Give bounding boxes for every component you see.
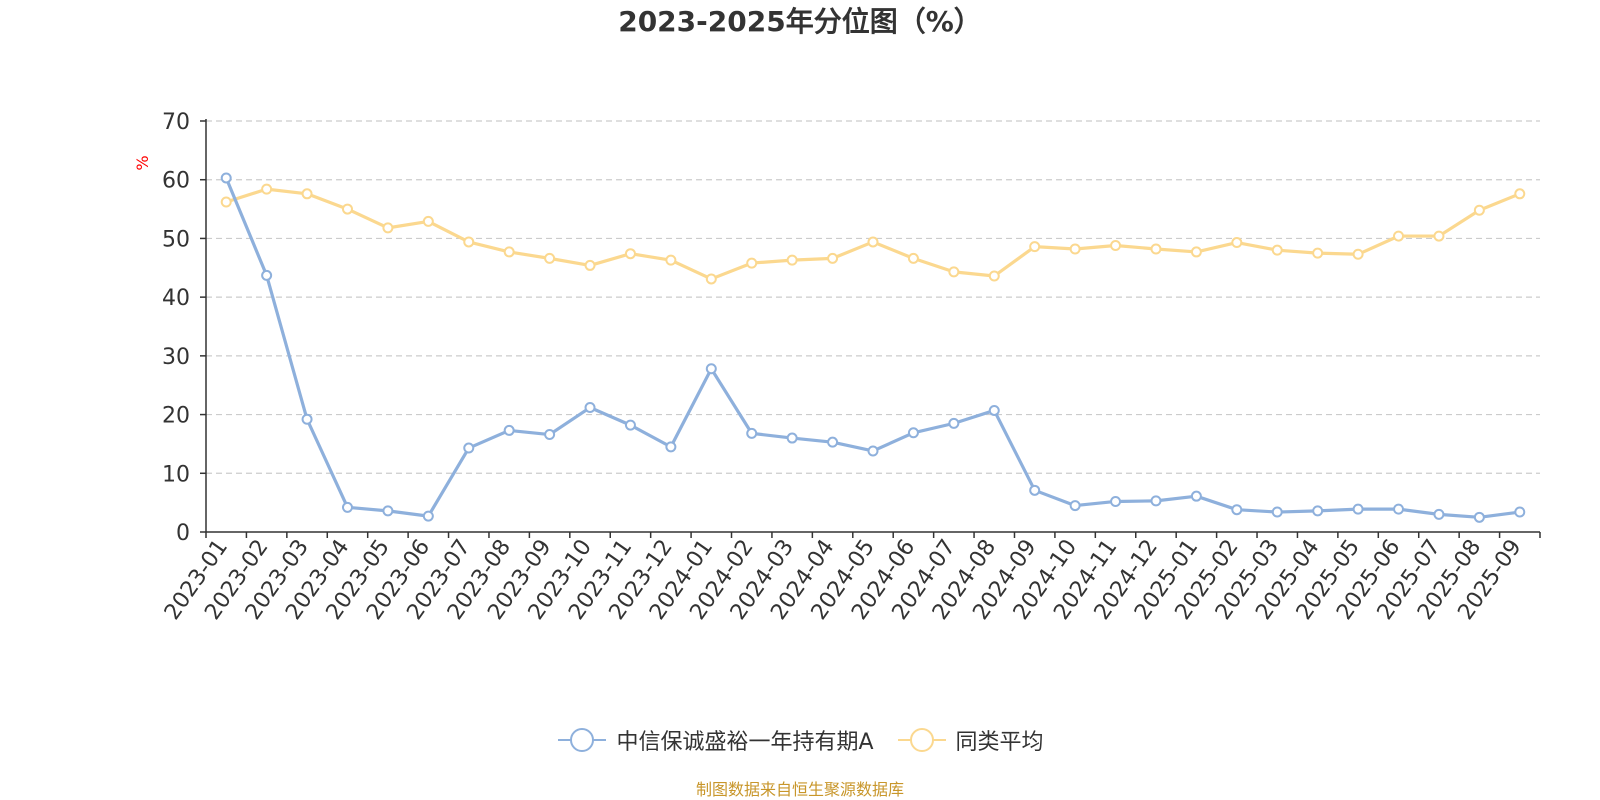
data-point-fund: [463, 442, 475, 454]
data-point-fund: [261, 269, 273, 281]
data-point-fund: [867, 445, 879, 457]
legend-item-fund[interactable]: 中信保诚盛裕一年持有期A: [556, 724, 874, 756]
data-point-peer-average: [220, 196, 232, 208]
data-point-peer-average: [746, 257, 758, 269]
data-point-peer-average: [1352, 248, 1364, 260]
data-point-fund: [1029, 484, 1041, 496]
grid-layer: [206, 120, 1540, 474]
legend-swatch-fund-icon: [558, 728, 607, 752]
data-point-fund: [1069, 500, 1081, 512]
y-tick-label: 30: [162, 345, 190, 370]
data-point-fund: [1231, 504, 1243, 516]
axis-layer: [200, 119, 1541, 538]
data-point-peer-average: [1150, 243, 1162, 255]
y-tick-label: 60: [162, 169, 190, 194]
legend-item-peer-average[interactable]: 同类平均: [896, 724, 1044, 756]
data-point-peer-average: [422, 215, 434, 227]
series-layer: [220, 172, 1526, 523]
data-point-peer-average: [1393, 230, 1405, 242]
data-point-fund: [624, 419, 636, 431]
legend: 中信保诚盛裕一年持有期A 同类平均: [0, 722, 1600, 758]
data-point-fund: [1190, 490, 1202, 502]
data-point-peer-average: [1231, 237, 1243, 249]
data-point-fund: [948, 417, 960, 429]
data-point-peer-average: [301, 188, 313, 200]
data-point-fund: [786, 432, 798, 444]
data-point-fund: [1393, 503, 1405, 515]
data-point-peer-average: [382, 222, 394, 234]
data-point-peer-average: [988, 270, 1000, 282]
data-point-fund: [382, 505, 394, 517]
y-tick-label: 50: [162, 227, 190, 252]
data-point-peer-average: [463, 236, 475, 248]
data-point-peer-average: [544, 252, 556, 264]
data-point-peer-average: [1069, 243, 1081, 255]
data-point-fund: [301, 413, 313, 425]
data-point-peer-average: [705, 273, 717, 285]
data-point-peer-average: [503, 246, 515, 258]
data-point-fund: [1473, 511, 1485, 523]
data-point-fund: [1433, 508, 1445, 520]
y-tick-label: 10: [162, 462, 190, 487]
data-point-fund: [1514, 506, 1526, 518]
data-point-peer-average: [665, 254, 677, 266]
series-line-fund: [224, 177, 1520, 519]
data-point-fund: [907, 427, 919, 439]
data-point-peer-average: [584, 259, 596, 271]
data-point-fund: [1110, 495, 1122, 507]
data-point-fund: [1352, 503, 1364, 515]
data-point-peer-average: [1514, 188, 1526, 200]
data-point-fund: [665, 441, 677, 453]
data-point-fund: [341, 501, 353, 513]
legend-label-peer-average: 同类平均: [955, 730, 1044, 755]
data-point-fund: [503, 424, 515, 436]
data-point-fund: [827, 436, 839, 448]
y-tick-label: 40: [162, 286, 190, 311]
data-point-peer-average: [1433, 230, 1445, 242]
data-point-fund: [1150, 495, 1162, 507]
data-point-peer-average: [1190, 246, 1202, 258]
chart-title: 2023-2025年分位图（%）: [618, 5, 982, 38]
data-point-peer-average: [1029, 241, 1041, 253]
label-layer: 010203040506070%2023-012023-022023-03202…: [133, 110, 1527, 625]
data-point-fund: [988, 404, 1000, 416]
data-point-peer-average: [1312, 247, 1324, 259]
y-tick-label: 0: [176, 521, 190, 546]
data-point-fund: [1312, 505, 1324, 517]
data-point-fund: [220, 172, 232, 184]
y-axis-label: %: [133, 155, 152, 170]
data-point-peer-average: [1473, 204, 1485, 216]
data-point-peer-average: [948, 266, 960, 278]
data-point-fund: [544, 429, 556, 441]
series-line-peer-average: [225, 187, 1521, 281]
source-note: 制图数据来自恒生聚源数据库: [695, 780, 904, 799]
data-point-peer-average: [907, 252, 919, 264]
data-point-fund: [422, 510, 434, 522]
legend-swatch-peer-average-icon: [897, 728, 946, 752]
y-tick-label: 20: [162, 404, 190, 429]
y-tick-label: 70: [162, 110, 190, 135]
data-point-peer-average: [1110, 239, 1122, 251]
data-point-fund: [1271, 506, 1283, 518]
data-point-peer-average: [624, 248, 636, 260]
data-point-fund: [705, 363, 717, 375]
data-point-peer-average: [261, 183, 273, 195]
legend-label-fund: 中信保诚盛裕一年持有期A: [616, 730, 874, 755]
data-point-fund: [746, 427, 758, 439]
data-point-peer-average: [1271, 244, 1283, 256]
data-point-peer-average: [867, 236, 879, 248]
data-point-fund: [584, 402, 596, 414]
data-point-peer-average: [786, 254, 798, 266]
data-point-peer-average: [827, 252, 839, 264]
data-point-peer-average: [341, 203, 353, 215]
